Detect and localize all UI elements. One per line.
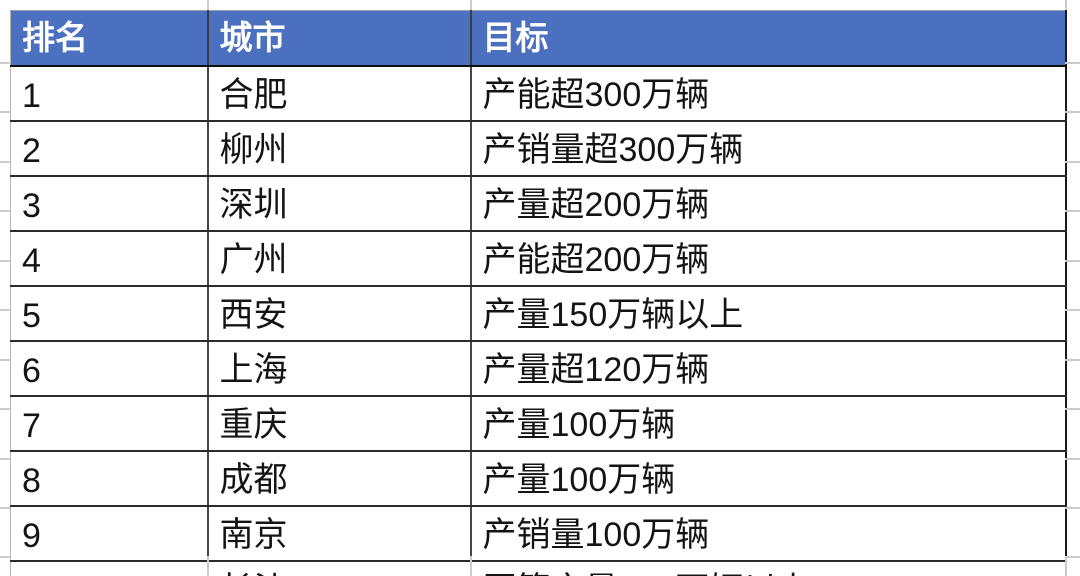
table-header-row: 排名 城市 目标 — [10, 10, 1067, 67]
gridline — [0, 111, 10, 113]
cell-city[interactable]: 上海 — [207, 341, 472, 397]
table-row: 10长沙匡算产量100万辆以上 — [10, 561, 1067, 576]
gridline — [1065, 359, 1080, 361]
cell-target[interactable]: 产能超300万辆 — [470, 66, 1067, 122]
cell-target[interactable]: 产销量超300万辆 — [470, 121, 1067, 177]
gridline — [0, 62, 10, 64]
table-row: 9 南京 产销量100万辆 — [10, 506, 1067, 562]
gridline — [0, 359, 10, 361]
gridline — [0, 458, 10, 460]
gridline — [207, 0, 209, 10]
cell-city[interactable]: 成都 — [207, 451, 472, 507]
cell-city[interactable]: 柳州 — [207, 121, 472, 177]
table-row: 8 成都 产量100万辆 — [10, 451, 1067, 507]
gridline — [1065, 507, 1080, 509]
gridline — [1065, 556, 1067, 576]
gridline — [1065, 556, 1080, 558]
table-row: 6 上海 产量超120万辆 — [10, 341, 1067, 397]
gridline — [0, 210, 10, 212]
table-body: 1 合肥 产能超300万辆 2 柳州 产销量超300万辆 3 深圳 产量超200万辆 4 广州 产能超… — [10, 66, 1067, 576]
gridline — [1065, 161, 1080, 163]
table-row: 7 重庆 产量100万辆 — [10, 396, 1067, 452]
gridline — [470, 556, 472, 576]
cell-target[interactable]: 产量超120万辆 — [470, 341, 1067, 397]
gridline — [1065, 111, 1080, 113]
gridline — [470, 0, 472, 10]
cell-city[interactable]: 深圳 — [207, 176, 472, 232]
cell-target[interactable]: 产量100万辆 — [470, 451, 1067, 507]
table-row: 2 柳州 产销量超300万辆 — [10, 121, 1067, 177]
column-header-target[interactable]: 目标 — [470, 10, 1067, 67]
gridline — [1065, 62, 1080, 64]
table-row: 1 合肥 产能超300万辆 — [10, 66, 1067, 122]
table-row: 5 西安 产量150万辆以上 — [10, 286, 1067, 342]
cell-city[interactable]: 重庆 — [207, 396, 472, 452]
table-row: 3 深圳 产量超200万辆 — [10, 176, 1067, 232]
gridline — [0, 260, 10, 262]
city-target-table: 排名 城市 目标 1 合肥 产能超300万辆 2 柳州 产销量超300万辆 3 深圳 产量超20… — [10, 10, 1067, 576]
cell-city[interactable]: 长沙 — [207, 561, 472, 576]
gridline — [1065, 0, 1067, 10]
cell-rank[interactable]: 4 — [10, 231, 209, 287]
cell-rank[interactable]: 6 — [10, 341, 209, 397]
cell-target[interactable]: 产销量100万辆 — [470, 506, 1067, 562]
gridline — [1065, 408, 1080, 410]
cell-target[interactable]: 产量100万辆 — [470, 396, 1067, 452]
gridline — [207, 556, 209, 576]
cell-city[interactable]: 合肥 — [207, 66, 472, 122]
cell-rank[interactable]: 3 — [10, 176, 209, 232]
table-row: 4 广州 产能超200万辆 — [10, 231, 1067, 287]
cell-city[interactable]: 广州 — [207, 231, 472, 287]
column-header-rank[interactable]: 排名 — [10, 10, 209, 67]
cell-city[interactable]: 南京 — [207, 506, 472, 562]
gridline — [1065, 260, 1080, 262]
cell-target[interactable]: 匡算产量100万辆以上 — [470, 561, 1067, 576]
cell-rank[interactable]: 2 — [10, 121, 209, 177]
cell-rank[interactable]: 10 — [10, 561, 209, 576]
cell-target[interactable]: 产量超200万辆 — [470, 176, 1067, 232]
gridline — [1065, 309, 1080, 311]
cell-city[interactable]: 西安 — [207, 286, 472, 342]
gridline — [0, 408, 10, 410]
cell-target[interactable]: 产能超200万辆 — [470, 231, 1067, 287]
cell-rank[interactable]: 9 — [10, 506, 209, 562]
cell-rank[interactable]: 8 — [10, 451, 209, 507]
cell-rank[interactable]: 5 — [10, 286, 209, 342]
gridline — [0, 507, 10, 509]
gridline — [0, 309, 10, 311]
column-header-city[interactable]: 城市 — [207, 10, 472, 67]
gridline — [0, 556, 10, 558]
gridline — [0, 161, 10, 163]
cell-target[interactable]: 产量150万辆以上 — [470, 286, 1067, 342]
gridline — [1065, 210, 1080, 212]
cell-rank[interactable]: 1 — [10, 66, 209, 122]
gridline — [1065, 458, 1080, 460]
cell-rank[interactable]: 7 — [10, 396, 209, 452]
